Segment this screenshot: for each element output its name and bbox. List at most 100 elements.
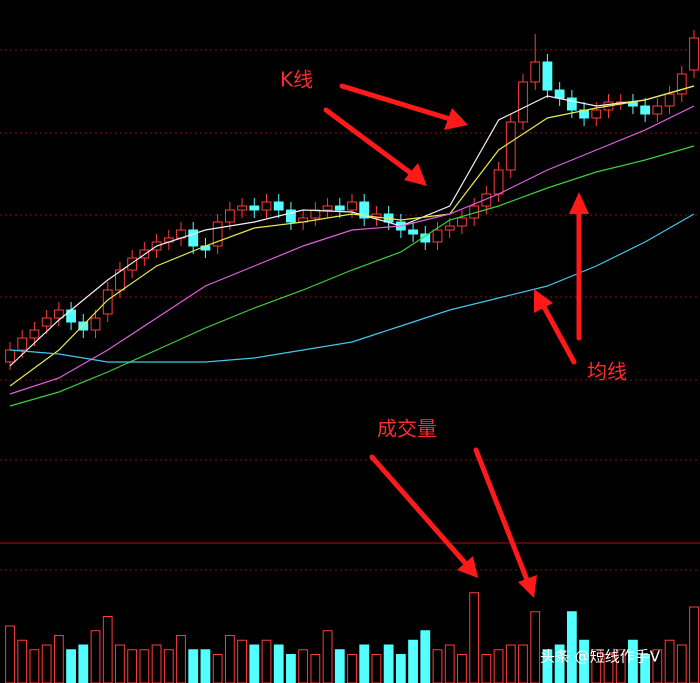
candle-body [102,289,113,315]
watermark: 头条 @短线作手V [540,648,661,666]
moving-average-line [9,145,695,407]
volume-bar [17,639,28,683]
volume-bar [579,639,589,683]
volume-bar [151,644,162,683]
volume-bar [41,644,52,683]
candle-body [566,97,577,111]
volume-bar [591,649,602,683]
volume-bar [66,649,76,683]
arrow-head [534,289,553,313]
candle-body [78,321,89,331]
annotation: K线 [280,68,313,92]
volume-bar [188,649,199,683]
arrow [473,447,530,583]
volume-bar [200,649,211,683]
annotation: 均线 [587,360,627,384]
candle-body [676,73,687,95]
candle-body [493,169,504,195]
arrow [540,302,577,365]
volume-bar [90,630,101,683]
candle-body [286,209,296,223]
volume-bar [334,649,345,683]
candle-body [41,317,52,327]
candle-body [652,105,663,115]
candle-body [212,221,223,247]
volume-bar [505,644,516,683]
candle-body [481,193,492,207]
volume-bar [261,639,272,683]
volume-bar [554,644,565,683]
candle-body [457,217,467,227]
candle-body [273,201,284,211]
candle-body [518,81,528,123]
candle-body [347,201,357,211]
moving-average-line [9,85,695,367]
candle-body [640,105,651,115]
volume-bar [603,654,614,683]
volume-bar [53,635,64,683]
annotation: 成交量 [377,417,437,441]
volume-bar [676,644,687,683]
plot [5,30,699,683]
candle-body [444,225,455,231]
volume-bar [224,635,235,683]
arrow-head [404,163,427,186]
candle-body [5,349,15,363]
volume-bar [212,654,223,683]
volume-bar [566,611,577,683]
candle-body [188,229,199,247]
volume-bar [371,654,382,683]
arrow [339,83,453,122]
volume-bar [542,649,553,683]
volume-bar [163,649,174,683]
candle-body [408,229,418,235]
volume-bar [102,616,113,683]
candle-body [53,309,64,319]
arrow-head [457,556,478,578]
volume-bar [249,644,260,683]
candle-body [359,201,370,219]
volume-bar [395,654,406,683]
volume-bar [481,654,492,683]
candle-body [224,209,235,223]
grid [0,49,700,571]
volume-bar [347,654,357,683]
volume-bar [469,592,480,683]
volume-bar [359,644,370,683]
volume-bar [615,649,626,683]
volume-bar [664,639,675,683]
candle-body [115,269,125,291]
arrow-head [569,192,589,214]
candle-body [591,109,602,119]
candle-body [249,205,260,211]
volume-bar [176,635,186,683]
candle-body [664,93,675,107]
candle-body [237,205,247,211]
moving-average-line [9,85,695,387]
volume-bar [432,649,443,683]
volume-bar [273,644,284,683]
volume-bar [640,654,651,683]
arrow [369,454,469,567]
volume-bar [518,644,528,683]
candle-body [29,329,40,339]
candle-body [334,205,345,211]
arrow-head [444,108,468,130]
volume-bar [689,606,699,683]
candle-body [530,61,541,83]
volume-bar [310,654,321,683]
moving-average-line [9,105,695,395]
candle-body [17,337,28,351]
volume-bar [5,625,15,683]
candle-body [542,61,553,91]
volume-bar [115,644,125,683]
candle-body [90,317,101,331]
volume-bar [127,649,138,683]
candle-body [432,229,443,243]
arrows [323,83,589,598]
volume-bar [383,644,394,683]
volume-bar [652,649,663,683]
